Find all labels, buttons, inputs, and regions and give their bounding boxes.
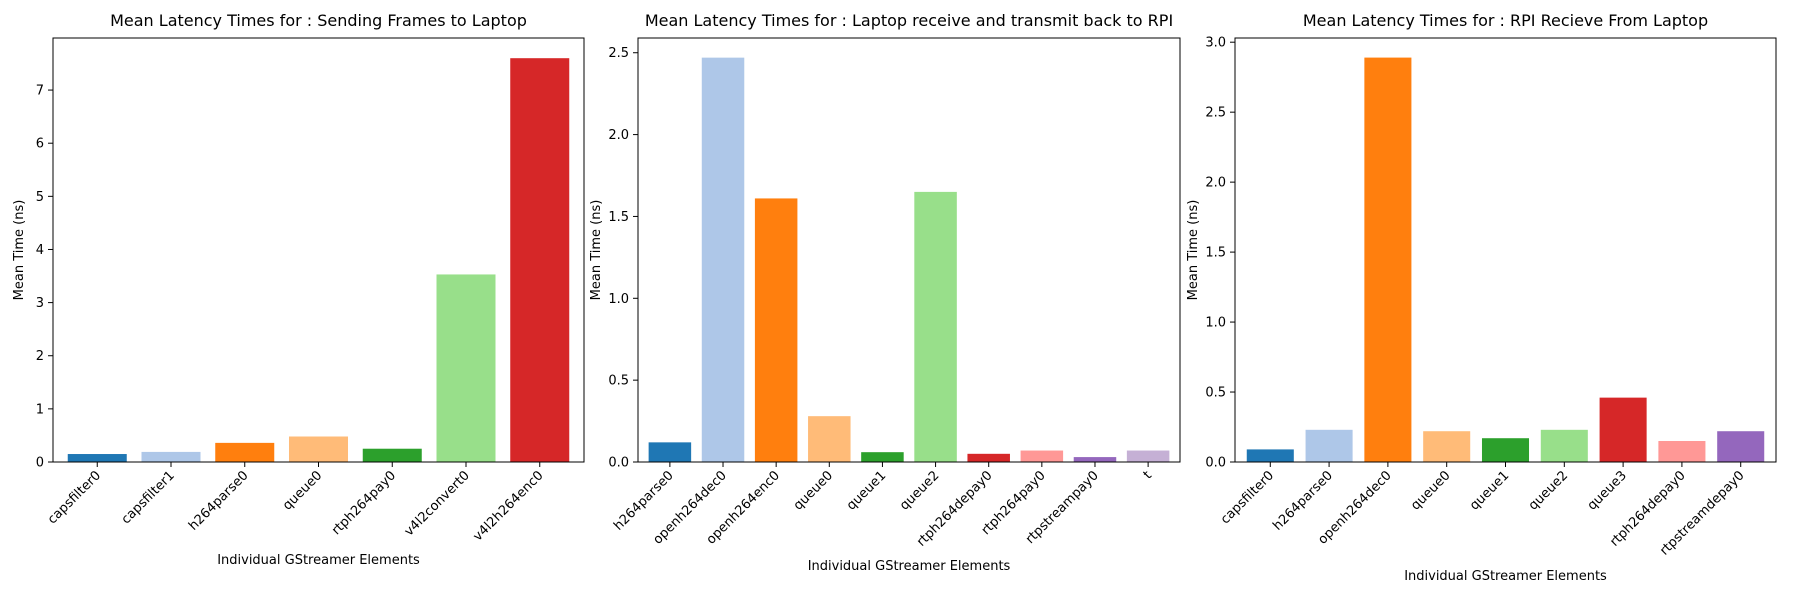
- y-tick-label: 0.0: [1205, 456, 1226, 471]
- bar-openh264dec0: [701, 57, 745, 463]
- bar-rtph264pay0: [1020, 450, 1064, 462]
- y-axis-label: Mean Time (ns): [589, 200, 604, 301]
- y-tick-label: 2: [36, 349, 44, 364]
- bar-h264parse0: [1305, 429, 1353, 462]
- x-tick-label: queue1: [1467, 468, 1512, 513]
- y-tick-label: 6: [36, 137, 44, 152]
- x-tick-label: v4l2convert0: [402, 468, 473, 539]
- y-tick-label: 2.5: [1205, 106, 1226, 121]
- x-tick-label: queue0: [280, 468, 325, 513]
- plot-frame: [637, 37, 1181, 463]
- bar-capsfilter1: [141, 451, 201, 462]
- x-tick-label: queue0: [1408, 468, 1453, 513]
- y-axis-label: Mean Time (ns): [12, 200, 27, 301]
- chart-title: Mean Latency Times for : Laptop receive …: [645, 11, 1173, 30]
- bar-rtph264depay0: [967, 453, 1010, 462]
- chart-panel-rpi-receive: Mean Latency Times for : RPI Recieve Fro…: [1186, 11, 1777, 584]
- y-tick-label: 7: [36, 84, 44, 99]
- y-tick-label: 0: [36, 456, 44, 471]
- bar-capsfilter0: [1246, 449, 1294, 462]
- x-tick-label: v4l2h264enc0: [471, 468, 547, 544]
- bar-queue2: [914, 191, 957, 463]
- bar-h264parse0: [648, 442, 692, 462]
- chart-title: Mean Latency Times for : RPI Recieve Fro…: [1303, 11, 1708, 30]
- bar-v4l2h264enc0: [510, 58, 570, 462]
- bar-rtpstreamdepay0: [1717, 431, 1765, 462]
- x-tick-label: queue0: [791, 468, 836, 513]
- bar-rtpstreampay0: [1073, 457, 1117, 462]
- y-tick-label: 1.0: [1205, 316, 1226, 331]
- y-axis-label: Mean Time (ns): [1186, 200, 1201, 301]
- x-tick-label: queue1: [844, 468, 889, 513]
- bar-queue1: [861, 452, 904, 462]
- y-tick-label: 1: [36, 402, 44, 417]
- bar-h264parse0: [215, 442, 275, 462]
- bar-queue1: [1481, 438, 1530, 462]
- y-tick-label: 0.5: [608, 374, 629, 389]
- chart-panel-sending-frames: Mean Latency Times for : Sending Frames …: [12, 11, 585, 568]
- bar-queue0: [808, 416, 851, 462]
- plot-frame: [1234, 37, 1777, 463]
- y-tick-label: 3: [36, 296, 44, 311]
- x-tick-label: h264parse0: [186, 468, 252, 534]
- x-tick-label: capsfilter0: [45, 468, 104, 527]
- y-tick-label: 1.0: [608, 292, 629, 307]
- y-tick-label: 1.5: [608, 210, 629, 225]
- y-tick-label: 0.5: [1205, 386, 1226, 401]
- bar-queue3: [1599, 397, 1647, 462]
- plot-frame: [52, 37, 585, 463]
- bar-queue0: [289, 436, 348, 462]
- x-tick-label: t: [1141, 468, 1155, 482]
- bar-v4l2convert0: [436, 274, 496, 462]
- y-tick-label: 2.5: [608, 46, 629, 61]
- x-axis-label: Individual GStreamer Elements: [1404, 569, 1607, 584]
- y-tick-label: 5: [36, 190, 44, 205]
- bar-rtph264pay0: [362, 448, 422, 462]
- bar-openh264dec0: [1364, 57, 1412, 462]
- x-tick-label: rtph264pay0: [329, 468, 399, 538]
- y-tick-label: 0.0: [608, 456, 629, 471]
- bar-capsfilter0: [67, 454, 127, 462]
- x-tick-label: queue3: [1585, 468, 1630, 513]
- chart-title: Mean Latency Times for : Sending Frames …: [110, 11, 527, 30]
- y-tick-label: 2.0: [608, 128, 629, 143]
- x-tick-label: h264parse0: [1270, 468, 1336, 534]
- bar-rtph264depay0: [1658, 441, 1706, 462]
- bar-queue2: [1540, 429, 1588, 462]
- bar-openh264enc0: [754, 198, 798, 462]
- y-tick-label: 2.0: [1205, 176, 1226, 191]
- chart-panel-laptop-roundtrip: Mean Latency Times for : Laptop receive …: [589, 11, 1181, 574]
- x-tick-label: capsfilter1: [119, 468, 178, 527]
- y-tick-label: 3.0: [1205, 36, 1226, 51]
- bar-t: [1126, 450, 1170, 462]
- y-tick-label: 4: [36, 243, 44, 258]
- y-tick-label: 1.5: [1205, 246, 1226, 261]
- x-tick-label: queue2: [897, 468, 942, 513]
- x-tick-label: queue2: [1526, 468, 1571, 513]
- x-axis-label: Individual GStreamer Elements: [808, 559, 1011, 574]
- bar-queue0: [1423, 431, 1471, 462]
- x-axis-label: Individual GStreamer Elements: [217, 553, 420, 568]
- x-tick-label: capsfilter0: [1218, 468, 1277, 527]
